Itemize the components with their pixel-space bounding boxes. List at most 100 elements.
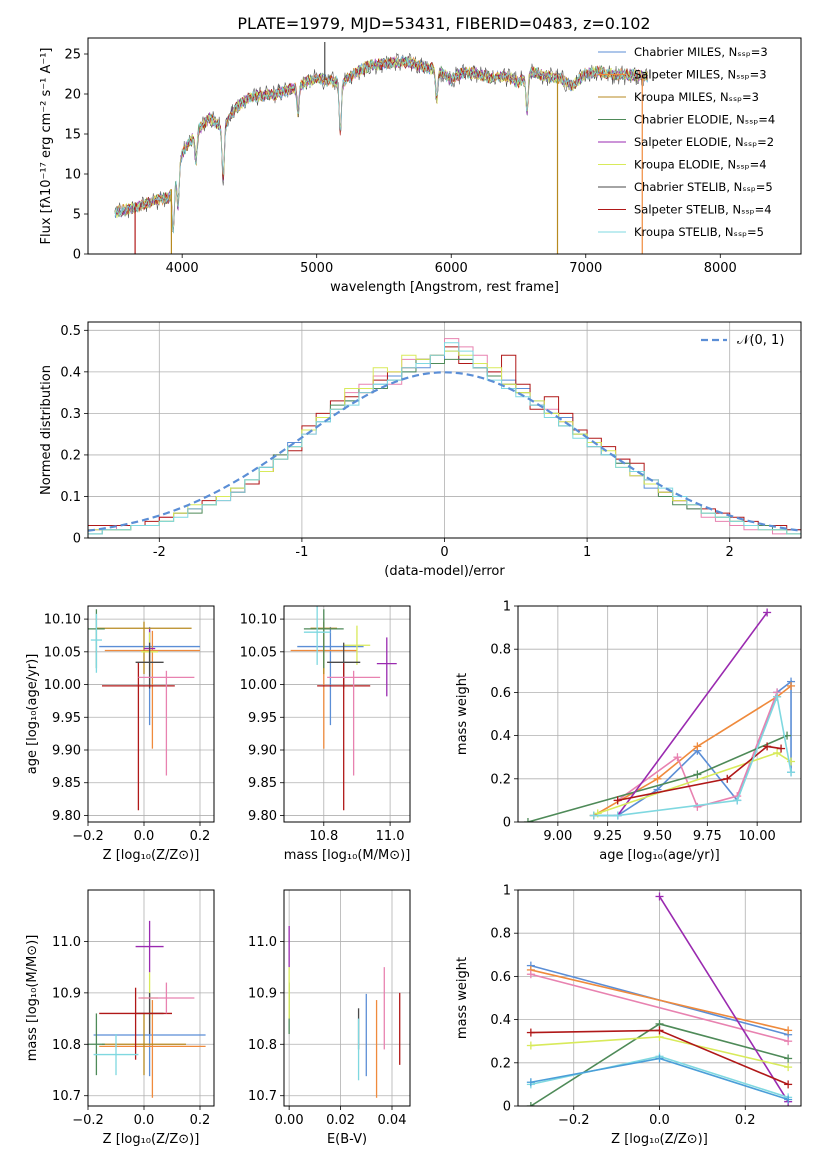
y-tick-label: 0.8 [490,643,511,658]
y-axis-label: Flux [fλ10⁻¹⁷ erg cm⁻² s⁻¹ A⁻¹] [39,48,54,245]
spectrum-line [114,56,648,227]
y-tick-label: 9.90 [52,744,81,759]
axes-frame [87,605,215,823]
y-tick-label: 0.4 [490,1013,511,1028]
legend-label: Kroupa MILES, Nₛₛₚ=3 [634,90,759,104]
weight-line [530,973,789,1042]
x-tick-label: 10.8 [309,829,338,844]
y-tick-label: 1 [503,884,511,899]
y-tick-label: 25 [64,48,81,63]
y-tick-label: 10 [64,168,81,183]
chart-mass_vs_Z: −0.2 0.0 0.2 10.7 10.8 10.9 11.0 Z [log₁₀(Z/Z⊙)… [25,889,215,1147]
y-axis-label: mass weight [455,957,470,1039]
x-tick-label: 0.2 [190,829,211,844]
x-tick-label: 8000 [704,261,737,276]
gaussian-curve [88,371,801,532]
x-tick-label: -2 [153,545,166,560]
x-tick-label: 0.2 [735,1113,756,1128]
charts-layer: 4000 5000 6000 7000 80000510152025wavelength… [25,37,802,1147]
y-tick-label: 9.85 [248,776,277,791]
y-tick-label: 0.4 [490,729,511,744]
y-tick-label: 0 [73,532,81,547]
x-tick-label: 9.00 [543,829,572,844]
y-tick-label: 10.7 [52,1089,81,1104]
x-tick-label: 10.00 [739,829,776,844]
axes-frame [517,889,802,1107]
y-tick-label: 10.8 [248,1038,277,1053]
legend-label: Salpeter ELODIE, Nₛₛₚ=2 [634,135,774,149]
plot-area [88,890,214,1106]
x-axis-label: wavelength [Angstrom, rest frame] [330,280,559,295]
weight-line [658,896,789,1103]
x-tick-label: 9.75 [693,829,722,844]
y-tick-label: 1 [503,600,511,615]
y-tick-label: 10.7 [248,1089,277,1104]
weight-line [617,612,768,816]
x-tick-label: 2 [726,545,734,560]
x-tick-label: 0.0 [134,1113,155,1128]
plot-area [88,606,214,822]
plot-area [88,322,801,538]
y-tick-label: 10.00 [44,678,81,693]
x-tick-label: 0.00 [275,1113,304,1128]
chart-mass_vs_EBV: 0.00 0.02 0.04 10.7 10.8 10.9 11.0 E(B-V) [248,889,411,1147]
x-tick-label: 1 [583,545,591,560]
axes-frame [87,321,802,539]
axes-frame [87,889,215,1107]
legend-label: Chabrier MILES, Nₛₛₚ=3 [634,45,768,59]
y-tick-label: 10.9 [248,986,277,1001]
y-tick-label: 0 [503,816,511,831]
y-tick-label: 5 [73,208,81,223]
weight-line [593,679,792,817]
plot-area [518,606,801,822]
chart-spectrum: 4000 5000 6000 7000 8000 0 5 10 15 20 25 wavelength… [39,37,802,295]
axes-frame [283,605,411,823]
spectrum-line [114,56,648,234]
y-tick-label: 0 [503,1100,511,1115]
y-tick-label: 9.80 [52,809,81,824]
x-tick-label: 9.50 [643,829,672,844]
x-tick-label: 0.2 [190,1113,211,1128]
x-tick-label: −0.2 [72,1113,104,1128]
y-tick-label: 0.2 [60,448,81,463]
y-tick-label: 0.2 [490,772,511,787]
x-tick-label: 0.0 [649,1113,670,1128]
y-tick-label: 0.4 [60,365,81,380]
y-tick-label: 20 [64,88,81,103]
x-tick-label: 0.04 [378,1113,407,1128]
y-axis-label: Normed distribution [39,365,54,495]
x-tick-label: 6000 [435,261,468,276]
axes-frame [517,605,802,823]
x-axis-label: E(B-V) [327,1132,367,1147]
spectrum-line [114,56,648,233]
x-axis-label: mass [log₁₀(M/M⊙)] [284,848,411,863]
weight-line [597,752,792,815]
legend-label: Kroupa STELIB, Nₛₛₚ=5 [634,225,764,239]
weight-line [530,969,789,1032]
x-tick-label: -1 [295,545,308,560]
y-tick-label: 0.3 [60,407,81,422]
legend-label: Chabrier ELODIE, Nₛₛₚ=4 [634,113,775,127]
y-tick-label: 9.90 [248,744,277,759]
legend-label: 𝒩(0, 1) [737,333,784,348]
figure-title: PLATE=1979, MJD=53431, FIBERID=0483, z=0… [237,14,650,33]
y-tick-label: 10.05 [44,645,81,660]
y-axis-label: mass weight [455,673,470,755]
x-tick-label: 5000 [300,261,333,276]
histogram-step [88,342,801,535]
y-tick-label: 9.95 [52,711,81,726]
x-tick-label: 4000 [166,261,199,276]
y-tick-label: 0.6 [490,686,511,701]
y-tick-label: 0.6 [490,970,511,985]
x-axis-label: age [log₁₀(age/yr)] [599,848,720,863]
y-tick-label: 9.95 [248,711,277,726]
plot-area [284,606,410,822]
legend-label: Chabrier STELIB, Nₛₛₚ=5 [634,180,773,194]
y-axis-label: age [log₁₀(age/yr)] [25,654,40,775]
y-tick-label: 10.05 [240,645,277,660]
y-tick-label: 0.1 [60,490,81,505]
x-axis-label: Z [log₁₀(Z/Z⊙)] [611,1132,708,1147]
y-tick-label: 11.0 [248,935,277,950]
y-tick-label: 10.8 [52,1038,81,1053]
